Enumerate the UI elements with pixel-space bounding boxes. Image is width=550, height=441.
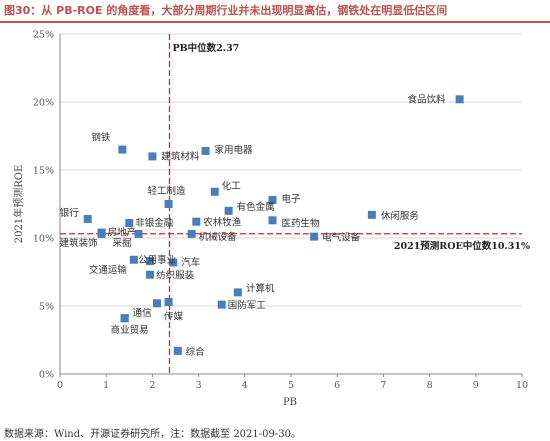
data-point	[118, 145, 127, 154]
data-point	[173, 346, 182, 355]
point-label: 综合	[186, 346, 206, 358]
point-label: 建筑装饰	[60, 237, 98, 249]
point-label: 汽车	[181, 256, 200, 268]
data-point	[268, 216, 277, 225]
data-point	[129, 255, 138, 264]
point-label: 通信	[133, 307, 152, 319]
x-tick-label: 4	[242, 380, 248, 391]
title-divider	[0, 21, 550, 23]
data-point	[268, 195, 277, 204]
point-label: 非银金融	[135, 217, 174, 229]
axis-layer: 0% 5% 10% 15% 20% 25% 0 1 2 3 4 5 6 7 8 9 10	[33, 30, 528, 392]
data-point	[310, 232, 319, 241]
data-point	[210, 187, 219, 196]
point-label: 交通运输	[89, 264, 128, 276]
point-label: 房地产	[108, 227, 137, 239]
data-point	[187, 229, 196, 238]
x-tick-label: 6	[334, 380, 340, 391]
data-points	[83, 95, 464, 355]
point-label: 建筑材料	[161, 150, 200, 162]
x-axis-label: PB	[283, 397, 297, 408]
data-point	[169, 258, 178, 267]
point-label: 传媒	[164, 310, 184, 322]
data-point	[146, 270, 155, 279]
point-label: 机械设备	[199, 231, 238, 243]
y-tick-label: 10%	[33, 234, 54, 245]
data-point	[164, 297, 173, 306]
point-label: 商业贸易	[111, 324, 149, 336]
point-label: 休闲服务	[381, 210, 420, 222]
data-point	[148, 152, 157, 161]
roe-median-label: 2021预测ROE中位数10.31%	[394, 240, 530, 252]
point-label: 化工	[222, 180, 242, 192]
x-tick-label: 0	[57, 380, 63, 391]
reference-lines: PB中位数2.37 2021预测ROE中位数10.31%	[60, 34, 530, 374]
point-label: 家用电器	[215, 144, 254, 156]
x-tick-label: 8	[427, 380, 433, 391]
x-tick-label: 3	[196, 380, 202, 391]
data-point	[134, 229, 143, 238]
data-point	[224, 206, 233, 215]
data-point	[455, 95, 464, 104]
figure-title: 图30：从 PB-ROE 的角度看，大部分周期行业并未出现明显高估，钢铁处在明显…	[4, 4, 448, 17]
data-point	[201, 146, 210, 155]
data-point	[97, 229, 106, 238]
x-tick-label: 2	[149, 380, 155, 391]
x-tick-label: 1	[103, 380, 109, 391]
data-point	[164, 200, 173, 208]
data-point	[233, 288, 242, 297]
y-tick-label: 25%	[33, 30, 54, 41]
x-tick-label: 7	[380, 380, 386, 391]
data-point	[146, 257, 155, 266]
point-label: 银行	[60, 207, 80, 219]
y-axis-label: 2021年预测ROE	[12, 165, 25, 243]
point-label: 计算机	[246, 282, 275, 294]
point-label: 医药生物	[282, 217, 321, 229]
x-tick-label: 9	[473, 380, 479, 391]
point-label: 国防军工	[228, 300, 267, 312]
y-tick-label: 15%	[33, 166, 54, 177]
point-label: 采掘	[113, 237, 132, 249]
x-tick-label: 10	[516, 380, 528, 391]
point-label: 食品饮料	[408, 93, 447, 105]
point-label: 钢铁	[91, 132, 111, 144]
data-point	[217, 300, 226, 309]
y-tick-label: 20%	[33, 98, 54, 109]
data-point	[120, 314, 129, 323]
data-point	[192, 217, 201, 226]
point-label: 轻工制造	[148, 185, 187, 197]
point-label: 纺织服装	[156, 270, 195, 282]
point-label: 公用事业	[138, 254, 176, 266]
point-label: 农林牧渔	[203, 217, 242, 229]
point-label: 电子	[282, 193, 302, 205]
x-tick-label: 5	[288, 380, 294, 391]
data-point	[367, 210, 376, 219]
data-point	[125, 219, 134, 228]
y-tick-label: 0%	[39, 370, 54, 381]
y-tick-label: 5%	[39, 302, 54, 313]
source-note: 数据来源：Wind、开源证券研究所，注：数据截至 2021-09-30。	[4, 429, 301, 440]
data-point	[83, 214, 92, 223]
pb-median-label: PB中位数2.37	[172, 42, 239, 54]
point-label: 有色金属	[237, 201, 275, 213]
data-point	[153, 299, 162, 308]
point-label: 电气设备	[322, 232, 361, 244]
